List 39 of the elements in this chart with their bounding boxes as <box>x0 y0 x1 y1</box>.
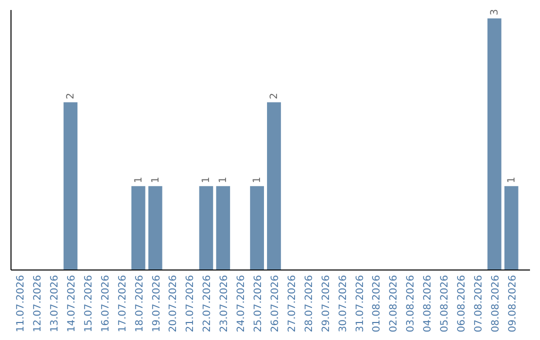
data-label: 2 <box>268 92 280 100</box>
x-tick-label: 18.07.2026 <box>134 275 146 332</box>
x-tick-label: 31.07.2026 <box>354 275 366 332</box>
x-tick-label: 05.08.2026 <box>440 275 451 332</box>
x-tick-label: 03.08.2026 <box>406 275 417 332</box>
data-label: 1 <box>218 176 230 184</box>
x-tick-label: 13.07.2026 <box>50 275 61 332</box>
data-label: 3 <box>489 9 500 16</box>
data-label: 1 <box>133 176 144 184</box>
x-tick-label: 04.08.2026 <box>422 275 434 332</box>
x-tick-label: 21.07.2026 <box>185 275 196 332</box>
x-tick-label: 25.07.2026 <box>253 275 264 332</box>
x-tick-label: 07.08.2026 <box>473 275 484 332</box>
data-label: 1 <box>150 176 162 184</box>
x-tick-label: 08.08.2026 <box>490 275 502 332</box>
x-tick-label: 14.07.2026 <box>66 275 78 332</box>
x-tick-label: 01.08.2026 <box>372 275 383 332</box>
x-tick-label: 28.07.2026 <box>304 275 315 332</box>
data-label: 1 <box>506 176 518 184</box>
x-tick-label: 23.07.2026 <box>219 275 230 332</box>
x-tick-label: 06.08.2026 <box>456 275 468 332</box>
x-tick-label: 09.08.2026 <box>507 275 518 332</box>
x-tick-label: 24.07.2026 <box>236 275 248 332</box>
x-tick-label: 02.08.2026 <box>388 275 400 332</box>
x-tick-label: 16.07.2026 <box>100 275 112 332</box>
x-tick-label: 22.07.2026 <box>202 275 214 332</box>
x-tick-label: 26.07.2026 <box>270 275 281 332</box>
x-tick-label: 27.07.2026 <box>286 275 298 332</box>
data-label: 1 <box>252 176 264 184</box>
x-tick-label: 11.07.2026 <box>16 275 27 332</box>
x-tick-label: 30.07.2026 <box>338 275 349 332</box>
x-tick-label: 12.07.2026 <box>32 275 44 332</box>
x-tick-label: 29.07.2026 <box>320 275 332 332</box>
x-tick-label: 17.07.2026 <box>117 275 128 332</box>
x-tick-label: 20.07.2026 <box>168 275 180 332</box>
data-label: 2 <box>66 92 77 100</box>
x-tick-label: 19.07.2026 <box>151 275 162 332</box>
data-label: 1 <box>201 176 212 184</box>
x-tick-label: 15.07.2026 <box>83 275 94 332</box>
